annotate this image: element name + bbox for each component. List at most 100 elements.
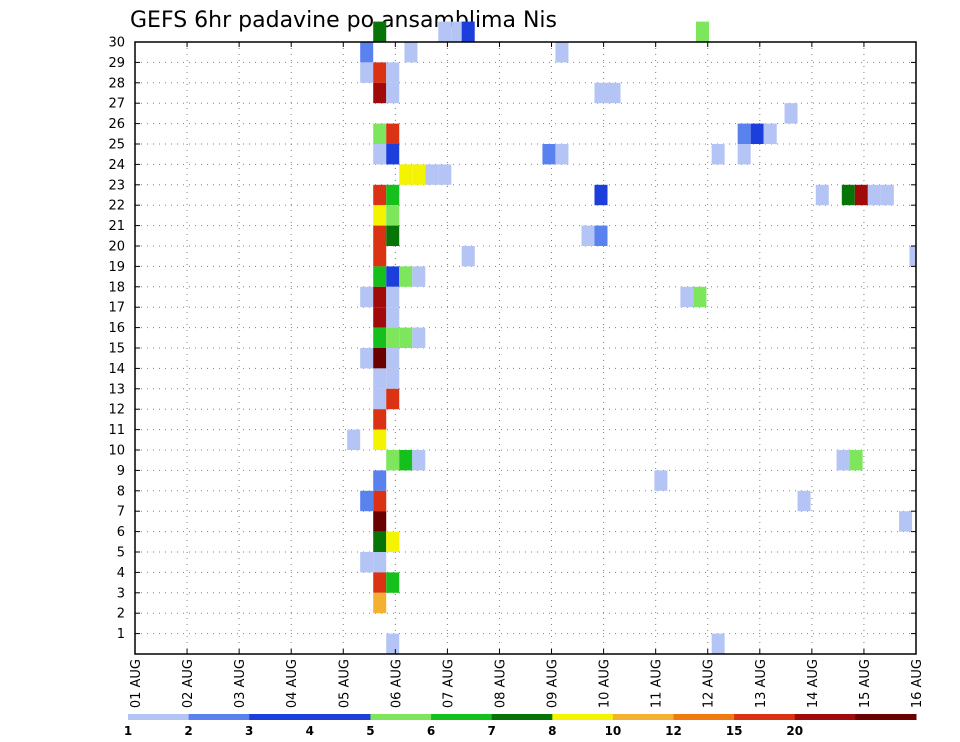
y-tick-label: 19 — [108, 260, 125, 275]
colorbar-label: 12 — [665, 724, 682, 738]
colorbar-swatch — [612, 714, 675, 720]
data-cell — [373, 225, 387, 246]
data-cell — [654, 470, 668, 491]
data-cell — [360, 348, 374, 369]
data-cell — [711, 633, 725, 654]
data-cell — [386, 225, 400, 246]
data-cell — [373, 286, 387, 308]
data-cell — [386, 184, 400, 206]
y-tick-label: 5 — [117, 546, 125, 561]
data-cell — [386, 144, 400, 165]
data-cell — [386, 450, 400, 471]
data-cell — [581, 225, 595, 246]
data-cell — [461, 21, 475, 42]
y-tick-label: 16 — [108, 321, 125, 336]
x-tick-label: 03 AUG — [233, 659, 248, 708]
data-cell — [680, 286, 694, 308]
colorbar-label: 10 — [605, 724, 622, 738]
colorbar-swatch — [431, 714, 493, 720]
y-tick-label: 7 — [117, 505, 125, 520]
data-cells — [347, 21, 916, 654]
data-cell — [386, 62, 400, 83]
data-cell — [737, 144, 751, 165]
data-cell — [815, 184, 829, 206]
colorbar-label: 8 — [548, 724, 556, 738]
colorbar-label: 6 — [427, 724, 435, 738]
data-cell — [737, 123, 751, 144]
data-cell — [461, 246, 475, 267]
data-cell — [750, 123, 764, 144]
y-tick-label: 30 — [108, 36, 125, 51]
y-tick-label: 23 — [108, 178, 125, 193]
y-tick-label: 1 — [117, 627, 125, 642]
data-cell — [373, 144, 387, 165]
colorbar-swatch — [188, 714, 250, 720]
data-cell — [784, 103, 798, 124]
data-cell — [386, 572, 400, 593]
data-cell — [386, 327, 400, 348]
data-cell — [373, 62, 387, 83]
x-tick-label: 02 AUG — [181, 659, 196, 708]
data-cell — [373, 552, 387, 573]
data-cell — [360, 42, 374, 63]
x-tick-label: 11 AUG — [650, 659, 665, 708]
data-cell — [386, 348, 400, 369]
data-cell — [412, 327, 426, 348]
data-cell — [360, 286, 374, 308]
y-tick-label: 18 — [108, 280, 125, 295]
data-cell — [373, 511, 387, 532]
data-cell — [373, 388, 387, 410]
x-tick-label: 15 AUG — [858, 659, 873, 708]
data-cell — [867, 184, 881, 206]
data-cell — [438, 21, 452, 42]
colorbar: 1 2 3 4 5 6 7 8 10 12 15 20 — [124, 714, 917, 738]
data-cell — [373, 327, 387, 348]
data-cell — [899, 511, 913, 532]
data-cell — [594, 82, 608, 104]
grid — [134, 41, 917, 654]
y-tick-label: 15 — [108, 342, 125, 357]
x-tick-label: 16 AUG — [910, 659, 925, 708]
data-cell — [347, 429, 361, 450]
x-tick-label: 13 AUG — [754, 659, 769, 708]
data-cell — [373, 205, 387, 226]
x-tick-label: 14 AUG — [806, 659, 821, 708]
data-cell — [373, 266, 387, 287]
x-tick-label: 10 AUG — [598, 659, 613, 708]
x-tick-label: 09 AUG — [546, 659, 561, 708]
y-tick-label: 2 — [117, 607, 125, 622]
data-cell — [373, 307, 387, 328]
data-cell — [555, 144, 569, 165]
x-tick-label: 05 AUG — [337, 659, 352, 708]
data-cell — [373, 368, 387, 389]
data-cell — [880, 184, 894, 206]
data-cell — [373, 348, 387, 369]
data-cell — [399, 450, 413, 471]
y-tick-label: 20 — [108, 240, 125, 255]
data-cell — [404, 42, 418, 63]
x-axis: 01 AUG 02 AUG 03 AUG 04 AUG 05 AUG 06 AUG 07 A… — [129, 42, 925, 708]
data-cell — [836, 450, 850, 471]
colorbar-swatch — [128, 714, 190, 720]
data-cell — [438, 164, 452, 185]
data-cell — [360, 490, 374, 512]
data-cell — [386, 633, 400, 654]
chart-title: GEFS 6hr padavine po ansamblima Nis — [130, 8, 557, 33]
data-cell — [360, 62, 374, 83]
y-tick-label: 14 — [108, 362, 125, 377]
data-cell — [841, 184, 855, 206]
data-cell — [386, 307, 400, 328]
data-cell — [373, 246, 387, 267]
data-cell — [386, 286, 400, 308]
y-tick-label: 9 — [117, 464, 125, 479]
data-cell — [412, 164, 426, 185]
x-tick-label: 08 AUG — [493, 659, 508, 708]
colorbar-swatch — [794, 714, 856, 720]
data-cell — [849, 450, 863, 471]
data-cell — [386, 531, 400, 552]
y-tick-label: 8 — [117, 484, 125, 499]
colorbar-swatch — [552, 714, 614, 720]
data-cell — [542, 144, 556, 165]
colorbar-swatch — [491, 714, 553, 720]
